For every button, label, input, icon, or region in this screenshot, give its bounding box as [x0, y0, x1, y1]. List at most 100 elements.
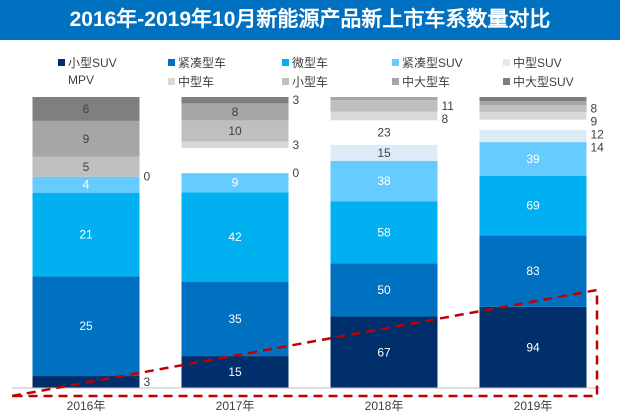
bar-segment	[330, 120, 438, 145]
data-label: 83	[526, 264, 540, 278]
data-label: 94	[526, 340, 540, 354]
legend-marker	[282, 59, 289, 66]
bar-segment	[479, 105, 587, 112]
bar-segment	[181, 148, 289, 174]
legend-item: 小型车	[282, 73, 328, 90]
bar-segment	[330, 97, 438, 100]
legend-label: 中型SUV	[513, 56, 562, 70]
bar-segment	[181, 173, 289, 193]
bar-segment	[181, 97, 289, 104]
data-label: 15	[228, 365, 242, 379]
data-label: 14	[591, 140, 605, 154]
legend-marker	[168, 78, 175, 85]
x-tick-label: 2016年	[67, 399, 106, 413]
data-label: 6	[83, 102, 90, 116]
data-label: 9	[591, 114, 598, 128]
data-label: 8	[232, 105, 239, 119]
legend-item: 紧凑型SUV	[392, 54, 463, 71]
x-tick-label: 2019年	[514, 399, 553, 413]
legend-item: 微型车	[282, 54, 328, 71]
bar-segment	[479, 130, 587, 143]
bar-segment	[330, 160, 438, 202]
data-label: 12	[591, 127, 605, 141]
legend-item: 紧凑型车	[168, 54, 226, 71]
data-label: 50	[377, 283, 391, 297]
bar-segment	[32, 97, 140, 121]
data-label: 67	[377, 345, 391, 359]
chart-title: 2016年-2019年10月新能源产品新上市车系数量对比	[0, 0, 620, 40]
bar-segment	[181, 356, 289, 388]
data-label: 42	[228, 230, 242, 244]
data-label: 5	[83, 160, 90, 174]
legend-label: 微型车	[292, 56, 329, 70]
x-tick-label: 2017年	[216, 399, 255, 413]
bar-segment	[479, 97, 587, 101]
bar-segment	[330, 100, 438, 112]
legend-item: 中型车	[168, 73, 214, 90]
legend-marker	[282, 78, 289, 85]
data-label: 23	[377, 126, 391, 140]
legend-item: 中型SUV	[503, 54, 562, 71]
legend-marker	[392, 78, 399, 85]
legend-marker	[168, 59, 175, 66]
trend-triangle	[11, 288, 599, 398]
data-label: 11	[442, 99, 455, 113]
data-label: 58	[377, 225, 391, 239]
legend-item: 中大型SUV	[503, 73, 574, 90]
data-label: 3	[293, 138, 300, 152]
data-label: 3	[293, 93, 300, 107]
data-label: 9	[232, 176, 239, 190]
bar-segment	[479, 101, 587, 105]
bar-segment	[181, 120, 289, 142]
data-label: 39	[526, 152, 540, 166]
bar-segment	[181, 141, 289, 149]
legend-item: 中大型车	[392, 73, 450, 90]
bar-segment	[181, 192, 289, 282]
bar-segment	[479, 119, 587, 131]
data-label: 0	[144, 170, 151, 184]
bar-segment	[479, 111, 587, 120]
legend-marker	[503, 78, 510, 85]
legend-marker	[503, 59, 510, 66]
data-label: 3	[144, 375, 151, 389]
bar-segment	[32, 192, 140, 277]
bar-segment	[330, 201, 438, 264]
legend-label: 中型车	[178, 75, 215, 89]
bar-segment	[32, 176, 140, 193]
data-label: 69	[526, 199, 540, 213]
bar-segment	[330, 263, 438, 317]
bar-segment	[479, 142, 587, 176]
data-label: 8	[591, 101, 598, 115]
data-label: 21	[79, 228, 93, 242]
bar-segment	[181, 103, 289, 121]
legend-label: 中大型车	[402, 75, 451, 89]
legend-item: MPV	[58, 73, 94, 87]
data-label: 4	[83, 178, 90, 192]
legend-item: 小型SUV	[58, 54, 117, 71]
legend-label: MPV	[68, 73, 95, 87]
legend-marker	[392, 59, 399, 66]
legend-label: 小型车	[292, 75, 329, 89]
data-label: 25	[79, 319, 93, 333]
legend-marker	[58, 76, 65, 83]
data-label: 10	[228, 124, 242, 138]
bar-segment	[330, 111, 438, 121]
bar-segment	[181, 281, 289, 357]
data-label: 38	[377, 174, 391, 188]
x-tick-label: 2018年	[365, 399, 404, 413]
bar-segment	[479, 306, 587, 388]
bar-segment	[32, 156, 140, 177]
bar-segment	[479, 235, 587, 307]
data-label: 9	[83, 132, 90, 146]
data-label: 8	[442, 112, 449, 126]
legend-marker	[58, 59, 65, 66]
legend-label: 紧凑型车	[178, 56, 227, 70]
bar-segment	[479, 175, 587, 236]
bar-segment	[330, 144, 438, 161]
data-label: 0	[293, 166, 300, 180]
bar-segment	[32, 120, 140, 157]
data-label: 15	[377, 146, 391, 160]
legend-label: 紧凑型SUV	[402, 56, 463, 70]
bar-segment	[32, 276, 140, 377]
